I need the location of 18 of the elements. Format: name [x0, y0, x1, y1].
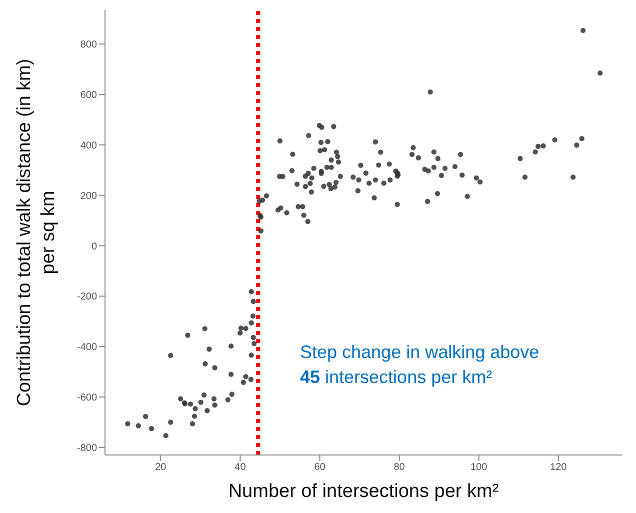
x-tick-label: 120 [550, 462, 568, 474]
y-tick-label: -400 [76, 342, 98, 354]
y-tick-label: -200 [76, 292, 98, 303]
x-tick-label: 40 [234, 462, 246, 474]
annotation: Step change in walking above 45 intersections per km² [300, 342, 540, 387]
x-tick-label: 60 [314, 462, 326, 474]
y-tick-label: 400 [80, 140, 98, 152]
x-axis-title: Number of intersections per km² [228, 481, 499, 502]
x-tick-label: 100 [470, 462, 488, 474]
y-tick-label: -800 [76, 442, 98, 454]
y-axis-title: Contribution to total walk distance (in km) per sq km [14, 58, 59, 406]
y-tick-label: 800 [80, 40, 98, 51]
y-tick-label: 600 [80, 90, 98, 102]
y-tick-label: 0 [91, 241, 98, 252]
x-tick-label: 20 [155, 462, 167, 474]
y-tick-label: 200 [80, 190, 98, 202]
x-tick-label: 80 [394, 462, 406, 474]
y-tick-label: -600 [76, 392, 98, 404]
